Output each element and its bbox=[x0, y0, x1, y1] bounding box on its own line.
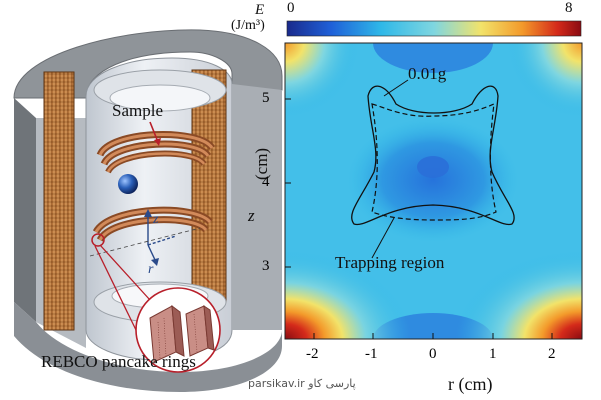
zoom-leader-2 bbox=[94, 245, 137, 331]
trap-label-leader bbox=[371, 217, 395, 259]
r-axis-label-left: r bbox=[148, 262, 154, 277]
z-axis-title: z bbox=[248, 206, 255, 225]
energy-heatmap bbox=[285, 43, 582, 339]
colorbar-unit: (J/m³) bbox=[231, 18, 265, 33]
x-tick-label: -2 bbox=[306, 346, 319, 362]
outer-ring-top bbox=[13, 29, 283, 109]
x-tick-label: 0 bbox=[429, 346, 437, 362]
x-tick-label: 2 bbox=[548, 346, 556, 362]
x-tick-label: 1 bbox=[489, 346, 497, 362]
x-tick-label: -1 bbox=[365, 346, 378, 362]
zoom-leader-1 bbox=[99, 244, 151, 301]
outer-ring-bottom bbox=[14, 302, 282, 392]
y-tick-label: 3 bbox=[262, 258, 270, 274]
colorbar-min-label: 0 bbox=[287, 0, 295, 16]
coil-left bbox=[43, 71, 75, 331]
colorbar-max-label: 8 bbox=[565, 0, 573, 16]
sample-pointer-arrow bbox=[149, 121, 159, 143]
zoom-marker bbox=[91, 233, 105, 247]
trapping-region-contour bbox=[371, 103, 497, 221]
contour-0.01g bbox=[351, 85, 515, 226]
colorbar bbox=[286, 20, 582, 37]
g-label-leader bbox=[383, 79, 409, 97]
outer-wall-left bbox=[14, 98, 36, 322]
magnet-cutaway-illustration bbox=[13, 29, 283, 392]
watermark: parsikav.ir پارسی کاو bbox=[248, 377, 356, 390]
coil-right bbox=[191, 69, 227, 303]
colorbar-quantity: E bbox=[255, 2, 265, 18]
outer-wall-right bbox=[232, 84, 282, 330]
lower-pancake-rings bbox=[92, 206, 213, 243]
local-axes bbox=[89, 209, 201, 266]
axis-ticks bbox=[285, 98, 553, 339]
upper-bore bbox=[109, 84, 211, 112]
y-tick-label: 5 bbox=[262, 90, 270, 106]
z-axis-label-left: z bbox=[153, 212, 159, 227]
r-axis-title: r (cm) bbox=[448, 374, 493, 394]
contour-label: 0.01g bbox=[408, 64, 447, 83]
sample-label: Sample bbox=[112, 101, 163, 120]
trapping-region-label: Trapping region bbox=[335, 253, 445, 272]
sample-sphere bbox=[118, 174, 138, 194]
rebco-label: REBCO pancake rings bbox=[41, 352, 196, 371]
zoom-inset-rings bbox=[149, 304, 215, 363]
y-tick-label: 4 bbox=[262, 174, 270, 190]
